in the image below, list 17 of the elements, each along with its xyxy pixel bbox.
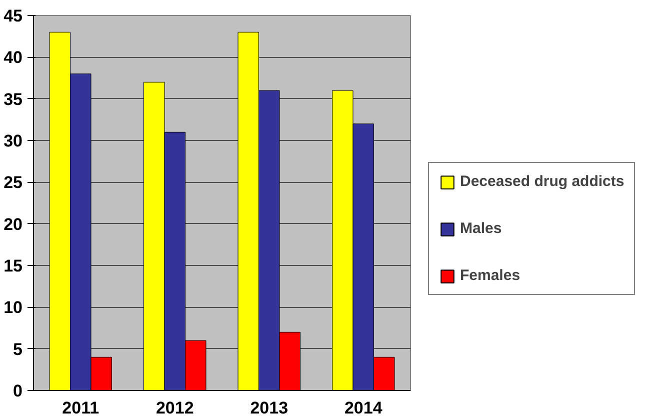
y-tick-label: 45 <box>4 6 23 26</box>
y-tick-label: 25 <box>4 173 23 192</box>
y-tick-label: 0 <box>13 382 23 400</box>
x-tick-label: 2011 <box>62 398 100 416</box>
legend-label: Deceased drug addicts <box>460 173 624 190</box>
y-tick-label: 40 <box>4 48 23 68</box>
y-tick-label: 20 <box>4 214 23 234</box>
x-tick-label: 2012 <box>156 398 194 416</box>
y-tick-label: 30 <box>4 132 23 150</box>
legend-label: Males <box>460 220 502 237</box>
y-tick-label: 10 <box>4 298 23 318</box>
x-tick-label: 2013 <box>250 398 288 416</box>
x-tick-label: 2014 <box>344 398 383 416</box>
y-tick-label: 15 <box>4 256 23 276</box>
legend-label: Females <box>460 267 520 284</box>
y-tick-label: 35 <box>4 90 23 109</box>
y-tick-label: 5 <box>13 340 23 359</box>
